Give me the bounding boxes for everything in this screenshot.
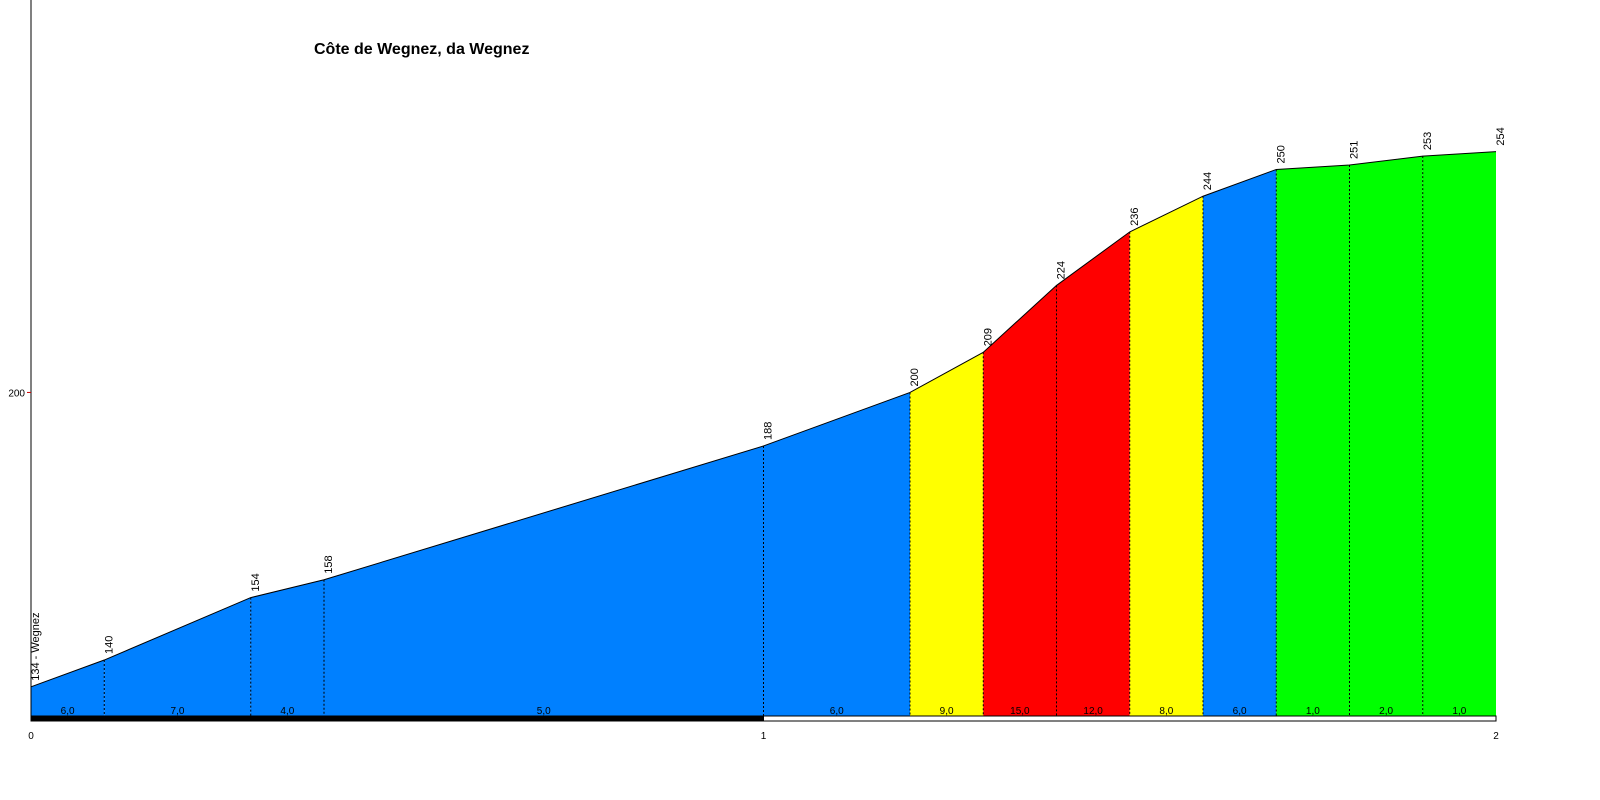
gradient-label: 6,0	[1233, 706, 1247, 717]
scale-bar	[30, 715, 764, 722]
gradient-segment	[1422, 151, 1496, 719]
gradient-label: 8,0	[1159, 706, 1173, 717]
gradient-segment	[983, 285, 1057, 718]
gradient-label: 15,0	[1010, 706, 1030, 717]
gradient-label: 5,0	[537, 706, 551, 717]
gradient-label: 1,0	[1306, 706, 1320, 717]
gradient-label: 6,0	[830, 706, 844, 717]
gradient-segment	[324, 445, 764, 718]
elevation-label: 158	[323, 555, 335, 573]
elevation-label: 251	[1349, 141, 1361, 159]
chart-title: Côte de Wegnez, da Wegnez	[314, 41, 529, 58]
elevation-label: 254	[1495, 127, 1507, 145]
elevation-label: 154	[250, 573, 262, 591]
gradient-label: 7,0	[171, 706, 185, 717]
gradient-label: 1,0	[1452, 706, 1466, 717]
elevation-label: 134 - Wegnez	[30, 612, 42, 680]
gradient-label: 6,0	[61, 706, 75, 717]
elevation-label: 236	[1129, 208, 1141, 226]
elevation-label: 244	[1202, 172, 1214, 190]
gradient-segment	[1276, 165, 1350, 718]
elevation-label: 200	[909, 368, 921, 386]
x-tick-label: 0	[28, 731, 34, 742]
gradient-segment	[1203, 169, 1277, 719]
gradient-label: 9,0	[940, 706, 954, 717]
elevation-label: 140	[103, 636, 115, 654]
gradient-segment	[910, 352, 984, 718]
scale-bar	[763, 715, 1497, 722]
gradient-segment	[1129, 196, 1203, 718]
gradient-segment	[31, 660, 105, 718]
gradient-segment	[1349, 156, 1423, 718]
y-tick-label: 200	[8, 388, 25, 399]
profile-line	[30, 151, 1497, 688]
x-tick-label: 2	[1493, 731, 1499, 742]
gradient-label: 4,0	[280, 706, 294, 717]
elevation-label: 188	[763, 422, 775, 440]
elevation-label: 250	[1275, 145, 1287, 163]
elevation-label: 209	[982, 328, 994, 346]
gradient-segment	[763, 392, 910, 718]
gradient-segment	[104, 597, 251, 718]
gradient-segment	[1056, 231, 1130, 718]
elevation-label: 253	[1422, 132, 1434, 150]
gradient-label: 2,0	[1379, 706, 1393, 717]
gradient-label: 12,0	[1083, 706, 1103, 717]
gradient-segment	[250, 579, 324, 718]
x-tick-label: 1	[761, 731, 767, 742]
elevation-label: 224	[1056, 261, 1068, 279]
